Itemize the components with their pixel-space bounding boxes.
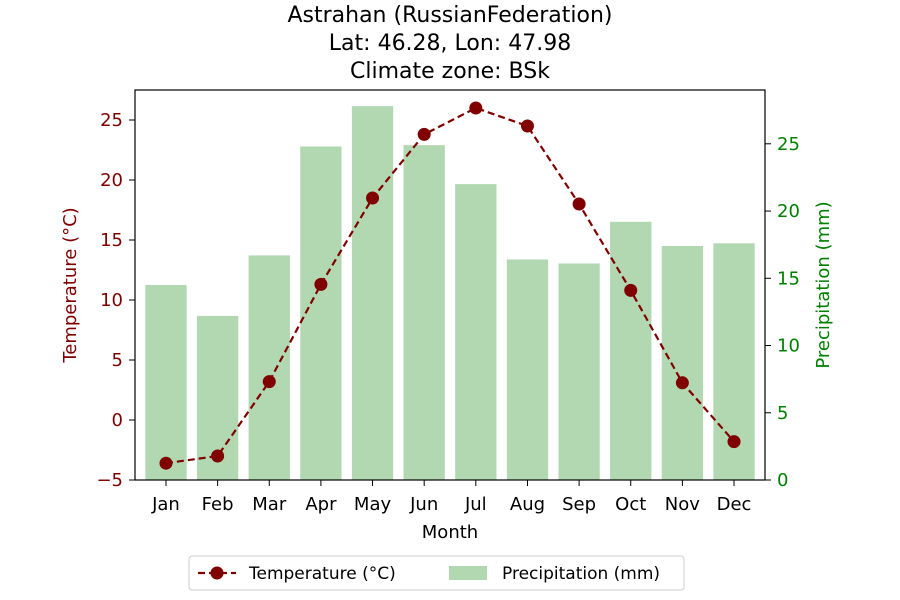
chart-title: Astrahan (RussianFederation) Lat: 46.28,…: [287, 3, 612, 84]
title-line-1: Astrahan (RussianFederation): [287, 3, 612, 28]
temperature-tick-label: 0: [112, 410, 123, 431]
temperature-tick-label: 15: [100, 230, 123, 251]
precipitation-bar-oct: [610, 221, 652, 481]
month-tick-label-sep: Sep: [562, 494, 596, 515]
precipitation-tick-label: 15: [777, 268, 800, 289]
temperature-point-feb: [211, 449, 225, 463]
temperature-axis-label: Temperature (°C): [60, 207, 81, 363]
month-axis: Jan Feb Mar Apr May Jun Jul Aug Sep Oct Nov Dec: [151, 480, 751, 515]
month-tick-label-mar: Mar: [252, 494, 287, 515]
temperature-tick-label: 5: [112, 350, 123, 371]
precipitation-bar-may: [351, 106, 394, 480]
month-tick-label-jun: Jun: [409, 494, 438, 515]
temperature-point-may: [366, 191, 380, 205]
temperature-point-jun: [417, 127, 431, 141]
legend-precipitation-swatch: [449, 566, 487, 580]
precipitation-bar-sep: [558, 263, 600, 480]
month-tick-label-oct: Oct: [615, 494, 646, 515]
precipitation-bar-jan: [145, 285, 187, 480]
precipitation-tick-label: 10: [777, 336, 800, 357]
precipitation-bar-aug: [506, 259, 549, 480]
precipitation-bar-jul: [455, 184, 497, 480]
temperature-point-oct: [624, 283, 638, 297]
temperature-axis: −5 0 5 10 15 20 25: [96, 110, 135, 491]
month-tick-label-dec: Dec: [717, 494, 752, 515]
temperature-tick-label: −5: [96, 470, 123, 491]
precipitation-tick-label: 0: [777, 470, 788, 491]
precipitation-tick-label: 25: [777, 134, 800, 155]
legend: Temperature (°C) Precipitation (mm): [188, 555, 685, 591]
temperature-point-sep: [572, 197, 586, 211]
plot-frame: [134, 89, 766, 481]
month-tick-label-aug: Aug: [510, 494, 545, 515]
legend-box: [188, 555, 685, 591]
precipitation-tick-label: 20: [777, 201, 800, 222]
month-tick-label-nov: Nov: [665, 494, 700, 515]
precipitation-axis-label: Precipitation (mm): [813, 201, 834, 368]
precipitation-tick-label: 5: [777, 403, 788, 424]
temperature-point-jan: [159, 456, 173, 470]
month-tick-label-feb: Feb: [202, 494, 234, 515]
temperature-point-apr: [314, 277, 328, 291]
month-tick-label-jul: Jul: [464, 494, 487, 515]
x-axis-label: Month: [422, 522, 478, 543]
month-tick-label-apr: Apr: [305, 494, 337, 515]
temperature-tick-label: 25: [100, 110, 123, 131]
temperature-point-jul: [469, 101, 483, 115]
temperature-point-mar: [262, 375, 276, 389]
title-line-3: Climate zone: BSk: [350, 59, 550, 84]
month-tick-label-may: May: [354, 494, 392, 515]
legend-temperature-marker: [210, 566, 224, 580]
month-tick-label-jan: Jan: [151, 494, 180, 515]
precipitation-bar-jun: [403, 145, 445, 480]
temperature-tick-label: 10: [100, 290, 123, 311]
precipitation-bar-nov: [661, 246, 704, 480]
temperature-point-dec: [727, 435, 741, 449]
precipitation-bar-mar: [248, 255, 290, 480]
precipitation-bars: [145, 106, 755, 481]
legend-temperature-label: Temperature (°C): [248, 564, 396, 584]
temperature-point-nov: [675, 376, 689, 390]
temperature-tick-label: 20: [100, 170, 123, 191]
temperature-line: [159, 101, 741, 470]
temperature-series-line: [165, 106, 735, 465]
temperature-point-aug: [520, 119, 534, 133]
precipitation-axis: 0 5 10 15 20 25: [765, 134, 800, 491]
title-line-2: Lat: 46.28, Lon: 47.98: [329, 31, 571, 56]
precipitation-bar-apr: [300, 146, 342, 480]
legend-precipitation-label: Precipitation (mm): [502, 564, 660, 584]
